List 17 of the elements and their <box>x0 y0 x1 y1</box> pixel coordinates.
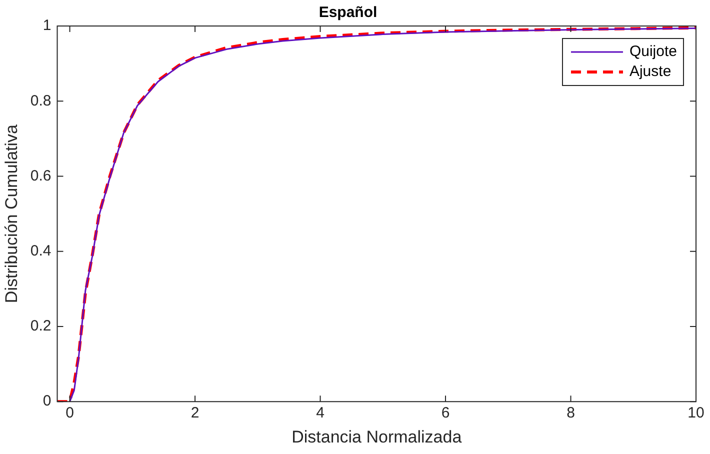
y-tick-label: 1 <box>42 17 52 34</box>
x-tick-label: 8 <box>566 404 575 422</box>
y-tick-label: 0.8 <box>30 92 52 110</box>
x-tick-label: 4 <box>316 404 324 422</box>
y-tick-label: 0 <box>42 392 52 410</box>
y-tick-label: 0.6 <box>30 167 52 184</box>
x-tick-label: 10 <box>688 404 704 422</box>
x-tick-label: 2 <box>190 404 200 422</box>
legend-label: Quijote <box>629 42 677 62</box>
x-tick-label: 6 <box>441 404 450 422</box>
y-tick-label: 0.2 <box>30 318 52 335</box>
legend-label: Ajuste <box>629 62 672 82</box>
x-tick-label: 0 <box>66 404 74 422</box>
x-axis-title: Distancia Normalizada <box>292 427 462 446</box>
chart-title: Español <box>318 4 378 22</box>
y-tick-label: 0.4 <box>30 242 52 260</box>
y-axis-title: Distribución Cumulativa <box>2 124 21 304</box>
